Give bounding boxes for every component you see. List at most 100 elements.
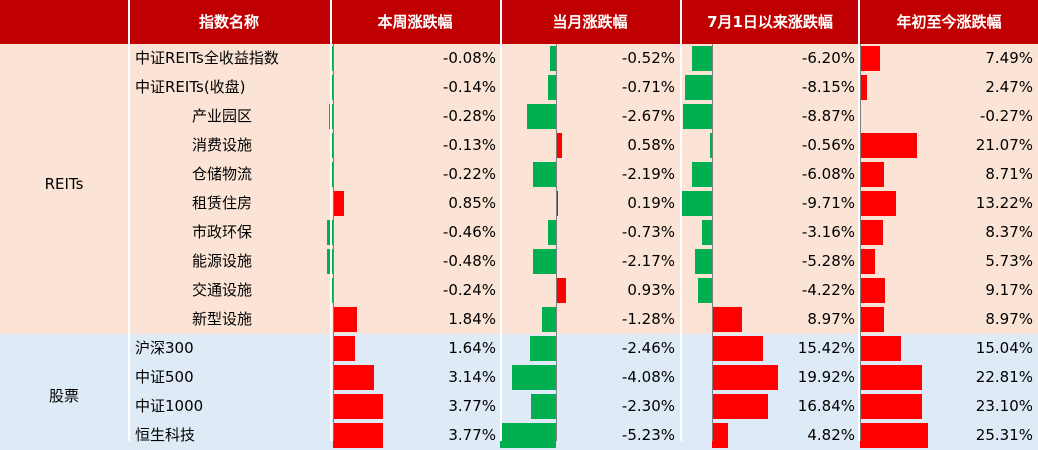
value-monthly: -2.17% <box>621 252 675 270</box>
value-monthly: -2.19% <box>621 165 675 183</box>
value-since-july1: 15.42% <box>797 339 855 357</box>
value-since-july1: -6.08% <box>801 165 855 183</box>
column-separator <box>858 0 860 441</box>
row-name: 中证500 <box>135 368 194 386</box>
value-ytd: 13.22% <box>975 194 1033 212</box>
bar-ytd <box>860 365 922 390</box>
bar-since-july1 <box>685 75 712 100</box>
column-separator <box>500 0 502 441</box>
row-name: 能源设施 <box>192 252 253 270</box>
value-weekly: 3.14% <box>448 368 496 386</box>
value-since-july1: 16.84% <box>797 397 855 415</box>
bar-ytd <box>860 191 896 216</box>
bar-since-july1 <box>691 46 712 71</box>
column-separator <box>330 0 332 441</box>
value-since-july1: -4.22% <box>801 281 855 299</box>
bar-monthly <box>529 336 556 361</box>
value-weekly: -0.08% <box>442 49 496 67</box>
value-since-july1: -5.28% <box>801 252 855 270</box>
bar-monthly <box>556 133 563 158</box>
bar-monthly <box>531 394 556 419</box>
bar-monthly <box>532 162 556 187</box>
bar-weekly <box>333 365 375 390</box>
value-weekly: 1.64% <box>448 339 496 357</box>
group-label: REITs <box>44 175 84 193</box>
value-monthly: -2.46% <box>621 339 675 357</box>
value-since-july1: 4.82% <box>807 426 855 444</box>
value-since-july1: -8.15% <box>801 78 855 96</box>
row-name: 消费设施 <box>192 136 253 154</box>
zero-axis-monthly <box>556 44 557 441</box>
bar-weekly <box>331 133 333 158</box>
bar-weekly <box>333 394 383 419</box>
value-weekly: -0.46% <box>442 223 496 241</box>
value-weekly: -0.14% <box>442 78 496 96</box>
header-since-july1-change: 7月1日以来涨跌幅 <box>707 13 833 31</box>
bar-since-july1 <box>712 336 763 361</box>
value-ytd: 8.37% <box>985 223 1033 241</box>
bar-since-july1 <box>710 133 712 158</box>
row-name: 中证REITs(收盘) <box>135 78 246 96</box>
bar-monthly <box>527 104 556 129</box>
bar-monthly <box>548 75 556 100</box>
header-bar <box>0 0 1038 44</box>
value-weekly: 0.85% <box>448 194 496 212</box>
bar-since-july1 <box>712 394 768 419</box>
header-weekly-change: 本周涨跌幅 <box>377 13 453 31</box>
value-since-july1: -9.71% <box>801 194 855 212</box>
bar-ytd <box>860 46 881 71</box>
column-separator <box>680 0 682 441</box>
bar-ytd <box>860 133 917 158</box>
value-ytd: 8.71% <box>985 165 1033 183</box>
bar-since-july1 <box>712 365 778 390</box>
bar-ytd <box>860 220 883 245</box>
bar-ytd <box>860 423 929 448</box>
value-since-july1: 8.97% <box>807 310 855 328</box>
value-ytd: 22.81% <box>975 368 1033 386</box>
row-name: 仓储物流 <box>192 165 253 183</box>
row-name: 新型设施 <box>192 310 253 328</box>
value-since-july1: -3.16% <box>801 223 855 241</box>
value-weekly: 1.84% <box>448 310 496 328</box>
bar-monthly <box>532 249 556 274</box>
value-weekly: -0.24% <box>442 281 496 299</box>
bar-weekly <box>333 307 358 332</box>
value-ytd: 21.07% <box>975 136 1033 154</box>
bar-weekly <box>331 46 333 71</box>
value-monthly: -1.28% <box>621 310 675 328</box>
value-ytd: 2.47% <box>985 78 1033 96</box>
value-since-july1: -0.56% <box>801 136 855 154</box>
bar-monthly <box>556 278 566 303</box>
value-weekly: -0.28% <box>442 107 496 125</box>
value-ytd: 8.97% <box>985 310 1033 328</box>
bar-monthly <box>542 307 556 332</box>
bar-since-july1 <box>694 249 712 274</box>
row-name: 中证1000 <box>135 397 204 415</box>
header-monthly-change: 当月涨跌幅 <box>552 13 628 31</box>
header-index-name: 指数名称 <box>198 13 259 31</box>
bar-since-july1 <box>682 104 712 129</box>
column-separator <box>128 0 130 441</box>
bar-weekly <box>333 191 345 216</box>
bar-monthly <box>500 423 556 448</box>
bar-weekly <box>331 75 333 100</box>
group-label: 股票 <box>48 387 79 405</box>
bar-since-july1 <box>701 220 712 245</box>
bar-weekly <box>326 249 333 274</box>
zero-axis-ytd <box>860 44 861 441</box>
row-name: 市政环保 <box>192 223 253 241</box>
bar-since-july1 <box>698 278 712 303</box>
bar-since-july1 <box>712 423 728 448</box>
bar-weekly <box>333 423 383 448</box>
row-name: 中证REITs全收益指数 <box>135 49 279 67</box>
value-ytd: 15.04% <box>975 339 1033 357</box>
value-since-july1: -8.87% <box>801 107 855 125</box>
value-monthly: -0.71% <box>621 78 675 96</box>
bar-monthly <box>512 365 556 390</box>
value-ytd: 5.73% <box>985 252 1033 270</box>
value-monthly: -2.30% <box>621 397 675 415</box>
value-weekly: 3.77% <box>448 426 496 444</box>
row-name: 产业园区 <box>192 107 253 125</box>
bar-ytd <box>860 307 885 332</box>
